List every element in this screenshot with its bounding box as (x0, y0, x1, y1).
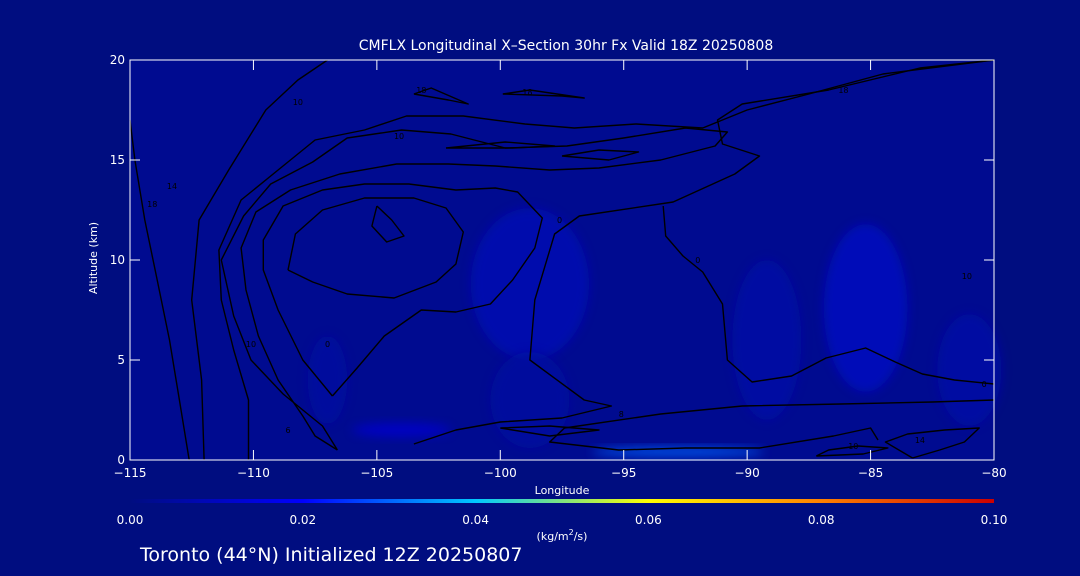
contour-line-1 (190, 59, 328, 461)
chart-title: CMFLX Longitudinal X–Section 30hr Fx Val… (359, 38, 773, 54)
y-tick-label-2: 10 (110, 253, 125, 267)
x-tick-label-2: −105 (360, 466, 393, 480)
colorbar-tick-label-4: 0.08 (808, 513, 835, 527)
contour-line-16 (884, 427, 980, 459)
x-axis: −115 −110 −105 −100 −95 −90 −85 −80 (114, 60, 1007, 480)
footer-init-info: Toronto (44°N) Initialized 12Z 20250807 (139, 544, 523, 566)
colorbar-tick-label-0: 0.00 (117, 513, 144, 527)
contour-label-0: 18 (147, 200, 157, 209)
contour-line-13 (549, 399, 995, 451)
contour-label-7: 18 (416, 86, 426, 95)
x-tick-label-5: −90 (734, 466, 759, 480)
flux-region-6 (352, 423, 451, 437)
contour-label-3: 6 (285, 426, 290, 435)
contour-line-7 (371, 205, 405, 243)
flux-region-3 (732, 260, 802, 420)
x-axis-label: Longitude (535, 484, 590, 497)
x-tick-label-0: −115 (114, 466, 147, 480)
contour-line-5 (262, 183, 543, 397)
y-tick-label-3: 15 (110, 153, 125, 167)
contour-line-3 (413, 59, 995, 445)
colorbar-tick-label-1: 0.02 (289, 513, 316, 527)
contour-line-14 (662, 205, 995, 385)
x-tick-label-7: −80 (981, 466, 1006, 480)
y-tick-label-1: 5 (117, 353, 125, 367)
x-tick-label-4: −95 (611, 466, 636, 480)
contour-line-10 (445, 141, 556, 149)
y-tick-label-4: 20 (110, 53, 125, 67)
contour-label-10: 8 (619, 410, 624, 419)
flux-region-1 (490, 352, 570, 448)
colorbar: 0.00 0.02 0.04 0.06 0.08 0.10 (117, 499, 1008, 527)
y-axis: 0 5 10 15 20 (110, 53, 994, 467)
y-tick-label-0: 0 (117, 453, 125, 467)
x-tick-label-6: −85 (858, 466, 883, 480)
contour-label-16: 14 (915, 436, 925, 445)
x-tick-label-1: −110 (237, 466, 270, 480)
colorbar-tick-label-2: 0.04 (462, 513, 489, 527)
contour-label-9: 0 (557, 216, 562, 225)
contour-label-4: 0 (325, 340, 330, 349)
contour-line-4 (220, 127, 729, 451)
y-axis-label: Altitude (km) (87, 222, 100, 294)
flux-shading (307, 208, 1002, 457)
contour-label-8: 18 (522, 88, 532, 97)
colorbar-unit-label: (kg/m2/s) (537, 528, 588, 543)
colorbar-tick-label-3: 0.06 (635, 513, 662, 527)
contour-label-12: 18 (838, 86, 848, 95)
flux-region-5 (307, 336, 348, 424)
flux-region-2 (823, 224, 908, 392)
contour-lines (129, 59, 995, 461)
contour-line-15 (815, 445, 889, 457)
contour-label-6: 10 (394, 132, 404, 141)
contour-line-8 (413, 87, 469, 105)
contour-line-2 (218, 59, 995, 460)
contour-line-6 (287, 197, 464, 299)
x-tick-label-3: −100 (484, 466, 517, 480)
contour-label-11: 0 (695, 256, 700, 265)
contour-label-15: 10 (848, 442, 858, 451)
flux-region-0 (470, 208, 590, 360)
contour-label-5: 10 (293, 98, 303, 107)
contour-label-14: 0 (982, 380, 987, 389)
colorbar-strip (130, 499, 994, 503)
contour-line-12 (500, 425, 600, 437)
contour-labels: 18 14 10 6 0 10 10 18 18 0 8 0 18 10 0 10 14 (147, 86, 987, 451)
colorbar-tick-label-5: 0.10 (981, 513, 1008, 527)
contour-label-2: 10 (246, 340, 256, 349)
plot-area: 18 14 10 6 0 10 10 18 18 0 8 0 18 10 0 10 14 (129, 59, 1002, 461)
contour-line-9 (502, 89, 585, 99)
contour-line-11 (561, 149, 640, 161)
contour-label-13: 10 (962, 272, 972, 281)
contour-label-1: 14 (167, 182, 177, 191)
flux-region-4 (937, 314, 1002, 426)
